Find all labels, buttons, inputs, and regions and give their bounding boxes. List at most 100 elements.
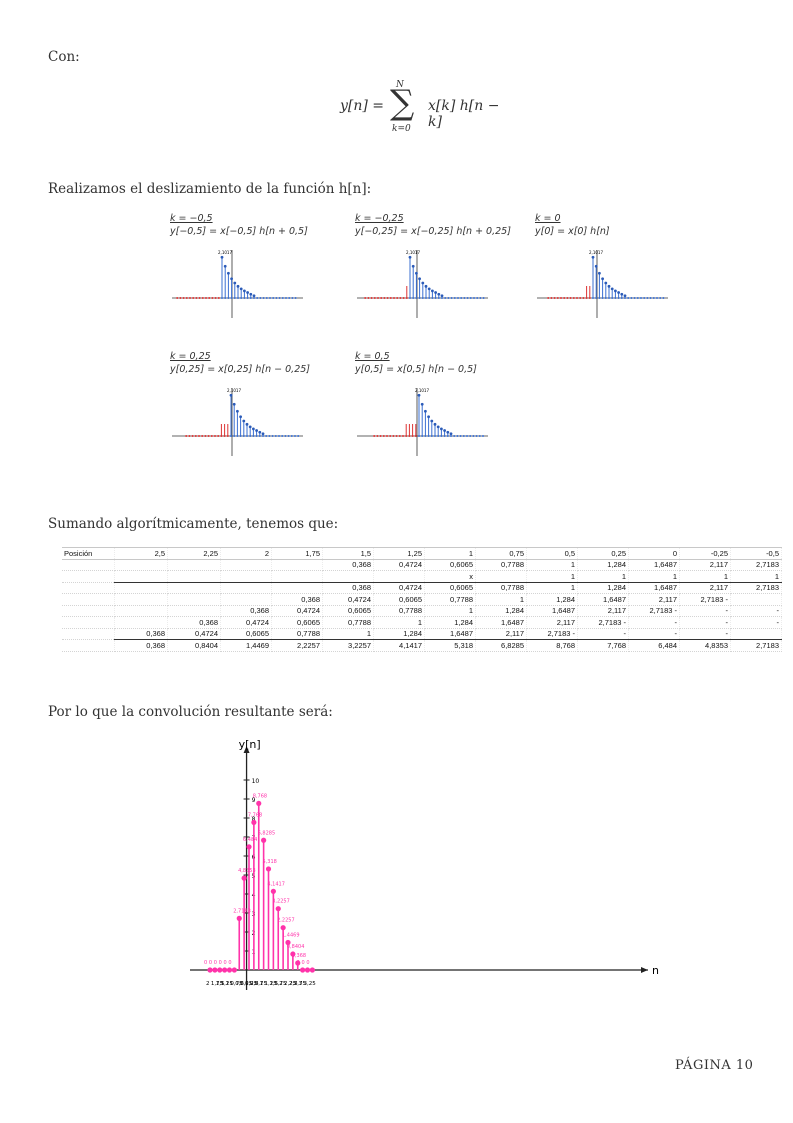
panel-zero-dot (457, 297, 459, 299)
sheet-cell (62, 582, 115, 594)
sheet-cell: 2,7183 - (577, 616, 629, 629)
conv-stem-head (256, 800, 262, 807)
sheet-cell: 0,7788 (322, 616, 374, 629)
sheet-cell: 0,8404 (167, 639, 221, 652)
panel-zero-dot (460, 297, 463, 299)
conv-stem-head (207, 967, 213, 973)
panel-stem-head (258, 430, 262, 434)
panel-zero-dot (563, 297, 566, 299)
sheet-cell: 1 (577, 570, 629, 583)
formula-lhs: y[n] = (340, 98, 385, 114)
sheet-cell: 0,4724 (220, 616, 272, 629)
sheet-cell: 0,6065 (220, 628, 272, 640)
sheet-cell: 2,25 (167, 547, 221, 560)
panel-zero-dot (393, 297, 395, 299)
panel-zero-dot (275, 297, 278, 299)
conv-stem-head (285, 939, 291, 946)
panel-k: k = 0 (535, 213, 561, 224)
panel-k: k = 0,25 (170, 351, 211, 362)
panel-zero-dot (656, 297, 658, 299)
conv-stem-head (222, 967, 228, 973)
sheet-cell (220, 570, 272, 583)
panel-zero-dot (652, 297, 655, 299)
panel-stem-head (430, 419, 434, 423)
panel-zero-dot (395, 435, 398, 437)
panel-zero-dot (367, 297, 370, 299)
panel-zero-dot (566, 297, 569, 299)
panel-zero-dot (576, 297, 578, 299)
panel-stem-head (443, 429, 446, 432)
conv-value-label: 0 (228, 960, 231, 966)
panel-zero-dot (259, 297, 262, 299)
sheet-cell: 1 (679, 570, 731, 583)
panel-stem-head (421, 281, 425, 285)
sheet-cell: 1,6487 (475, 616, 527, 629)
panel-zero-dot (659, 297, 662, 299)
panel-zero-dot (463, 297, 466, 299)
conv-value-label: 0 (209, 960, 212, 966)
sheet-cell (114, 582, 168, 594)
sheet-cell (167, 593, 221, 606)
sheet-cell: 8,768 (526, 639, 578, 652)
panel-zero-dot (210, 435, 213, 437)
sheet-cell: 0,6065 (424, 559, 476, 571)
sheet-cell: - (628, 616, 680, 629)
sheet-row: 0,368 0,4724 0,6065 0,7788 1 1,284 1,6487 2,117… (62, 582, 782, 594)
sheet-cell (373, 570, 425, 583)
panel-zero-dot (643, 297, 646, 299)
sheet-cell: 0,368 (322, 559, 374, 571)
panel-zero-dot (466, 435, 468, 437)
conv-stem-head (261, 837, 267, 843)
sheet-cell: 2,7183 (730, 639, 782, 652)
conv-x-tick-label: 2,25 (284, 981, 297, 987)
conv-stem-head (231, 967, 237, 973)
conv-stem-head (236, 915, 242, 921)
panel-zero-dot (382, 435, 385, 437)
panel-zero-dot (383, 297, 386, 299)
sheet-cell: - (679, 616, 731, 629)
sheet-cell: - (679, 605, 731, 617)
sum-spreadsheet: Posición 2,5 2,25 2 1,75 1,5 1,25 1 0,75 0,5 0,25 0… (62, 547, 782, 652)
sheet-cell: 1,284 (526, 593, 578, 606)
sheet-cell (271, 559, 323, 571)
sheet-cell: 0,368 (114, 628, 168, 640)
panel-zero-dot (386, 297, 389, 299)
sheet-cell (62, 559, 115, 571)
panel-zero-dot (256, 297, 259, 299)
sheet-cell: 1,75 (271, 547, 323, 560)
panel-zero-dot (466, 297, 469, 299)
panel-zero-dot (373, 297, 376, 299)
sheet-cell: - (730, 605, 782, 617)
conv-value-label: 2,7183 (233, 908, 251, 914)
panel-label: k = 0,25 y[0,25] = x[0,25] h[n − 0,25] (170, 351, 310, 375)
panel-stem-head (243, 289, 246, 293)
conv-y-tick-label: 8 (252, 816, 256, 823)
panel-stem-head (252, 427, 255, 431)
panel-zero-dot (217, 297, 220, 299)
conv-y-tick-label: 9 (252, 797, 256, 804)
sheet-cell (62, 639, 115, 652)
conv-value-label: 6,484 (243, 837, 257, 843)
conv-stem-head (265, 866, 272, 872)
sheet-cell: 2,117 (475, 628, 527, 640)
sheet-cell: - (628, 628, 680, 640)
panel-zero-dot (211, 297, 214, 299)
conv-value-label: 0 (306, 960, 309, 966)
panel-zero-dot (450, 297, 453, 299)
sheet-cell: 1,284 (373, 628, 425, 640)
panel-zero-dot (469, 297, 472, 299)
sigma-symbol: ∑ (390, 83, 415, 123)
panel-zero-dot (399, 297, 402, 299)
panel-zero-dot (447, 297, 450, 299)
conv-value-label: 0 (219, 960, 222, 966)
sheet-cell: 0,5 (526, 547, 578, 560)
conv-x-tick-label: 0,5 (235, 981, 244, 987)
panel-zero-dot (627, 297, 630, 299)
sheet-cell: - (730, 616, 782, 629)
panel-zero-dot (402, 435, 404, 437)
panel-stem-head (437, 292, 441, 296)
sheet-cell (114, 616, 168, 629)
sheet-cell: 1,6487 (526, 605, 578, 617)
panel-zero-dot (284, 435, 287, 437)
panel-zero-dot (198, 297, 201, 299)
